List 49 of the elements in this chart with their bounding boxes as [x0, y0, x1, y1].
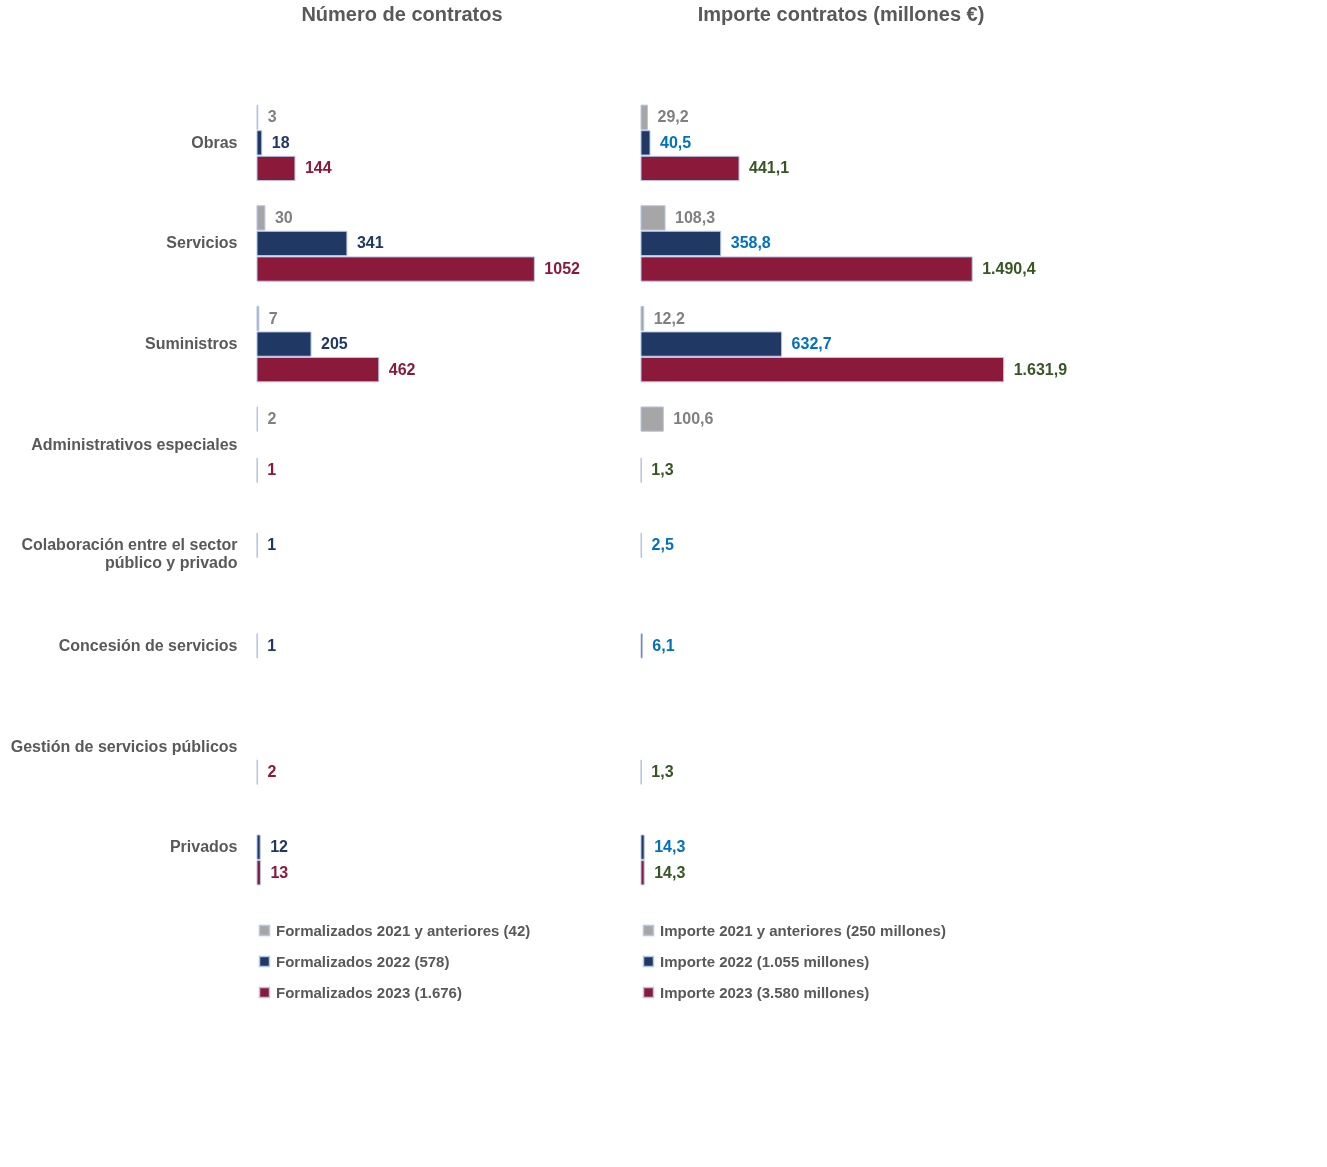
- data-label: 108,3: [675, 208, 716, 226]
- chart-title: Número de contratos: [301, 3, 503, 25]
- data-label: 441,1: [749, 159, 790, 177]
- data-label: 1.631,9: [1013, 360, 1068, 378]
- data-label: 40,5: [660, 133, 692, 151]
- legend-label: Formalizados 2022 (578): [276, 952, 450, 970]
- legend-label: Importe 2023 (3.580 millones): [660, 983, 870, 1001]
- data-label: 14,3: [654, 838, 686, 856]
- data-label: 2: [267, 763, 277, 781]
- y-tick-label: Gestión de servicios públicos: [10, 737, 238, 755]
- legend-label: Importe 2022 (1.055 millones): [660, 952, 870, 970]
- data-label: 2,5: [651, 536, 674, 554]
- data-label: 6,1: [652, 636, 675, 654]
- legend-label: Formalizados 2023 (1.676): [276, 983, 462, 1001]
- data-label: 1052: [544, 260, 581, 278]
- data-label: 1: [267, 461, 277, 479]
- data-label: 18: [271, 133, 290, 151]
- legend-label: Formalizados 2021 y anteriores (42): [276, 921, 531, 939]
- data-label: 144: [304, 159, 332, 177]
- data-label: 2: [267, 410, 277, 428]
- data-label: 1,3: [651, 763, 674, 781]
- data-label: 30: [274, 208, 293, 226]
- data-label: 1,3: [651, 461, 674, 479]
- bar: [640, 406, 664, 432]
- data-label: 341: [356, 234, 384, 252]
- data-label: 1: [267, 536, 277, 554]
- data-label: 1.490,4: [982, 260, 1036, 278]
- data-label: 358,8: [730, 234, 771, 252]
- data-label: 632,7: [791, 335, 832, 353]
- data-label: 29,2: [657, 108, 689, 126]
- y-tick-label: Colaboración entre el sector público y privado: [21, 536, 238, 572]
- chart-title: Importe contratos (millones €): [697, 3, 985, 25]
- data-label: 12,2: [653, 309, 685, 327]
- legend-label: Importe 2021 y anteriores (250 millones): [660, 921, 946, 939]
- y-tick-label: Suministros: [145, 335, 238, 353]
- data-label: 462: [388, 360, 416, 378]
- data-label: 1: [267, 636, 277, 654]
- data-label: 14,3: [654, 863, 686, 881]
- data-label: 100,6: [673, 410, 714, 428]
- data-label: 13: [270, 863, 289, 881]
- data-label: 7: [268, 309, 278, 327]
- y-tick-label: Administrativos especiales: [31, 435, 238, 453]
- data-label: 3: [267, 108, 277, 126]
- y-tick-label: Privados: [169, 838, 238, 856]
- y-tick-label: Servicios: [166, 234, 238, 252]
- y-tick-label: Concesión de servicios: [58, 636, 238, 654]
- data-label: 205: [321, 335, 348, 353]
- data-label: 12: [270, 838, 289, 856]
- y-tick-label: Obras: [191, 133, 238, 151]
